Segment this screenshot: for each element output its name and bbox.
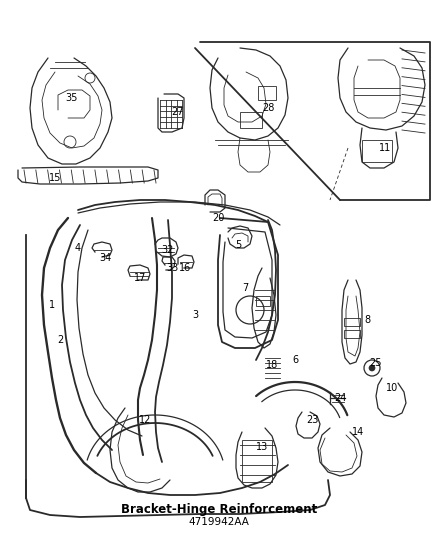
Text: 1: 1 xyxy=(49,300,55,310)
Text: 20: 20 xyxy=(212,213,224,223)
Text: 35: 35 xyxy=(66,93,78,103)
Text: 16: 16 xyxy=(179,263,191,273)
Text: 34: 34 xyxy=(99,253,111,263)
Text: Bracket-Hinge Reinforcement: Bracket-Hinge Reinforcement xyxy=(121,504,317,516)
Text: 12: 12 xyxy=(139,415,151,425)
Text: 2: 2 xyxy=(57,335,63,345)
Circle shape xyxy=(369,365,375,371)
Text: 8: 8 xyxy=(364,315,370,325)
Text: 24: 24 xyxy=(334,393,346,403)
Text: 4: 4 xyxy=(75,243,81,253)
Text: 25: 25 xyxy=(369,358,381,368)
Text: 15: 15 xyxy=(49,173,61,183)
Text: 7: 7 xyxy=(242,283,248,293)
Text: 14: 14 xyxy=(352,427,364,437)
Text: 27: 27 xyxy=(172,107,184,117)
Text: 32: 32 xyxy=(162,245,174,255)
Text: 17: 17 xyxy=(134,273,146,283)
Text: 4719942AA: 4719942AA xyxy=(189,517,249,527)
Text: 13: 13 xyxy=(256,442,268,452)
Text: 33: 33 xyxy=(166,263,178,273)
Text: 18: 18 xyxy=(266,360,278,370)
Text: 5: 5 xyxy=(235,240,241,250)
Text: 28: 28 xyxy=(262,103,274,113)
Text: 11: 11 xyxy=(379,143,391,153)
Text: 6: 6 xyxy=(292,355,298,365)
Text: 10: 10 xyxy=(386,383,398,393)
Text: 23: 23 xyxy=(306,415,318,425)
Text: 3: 3 xyxy=(192,310,198,320)
